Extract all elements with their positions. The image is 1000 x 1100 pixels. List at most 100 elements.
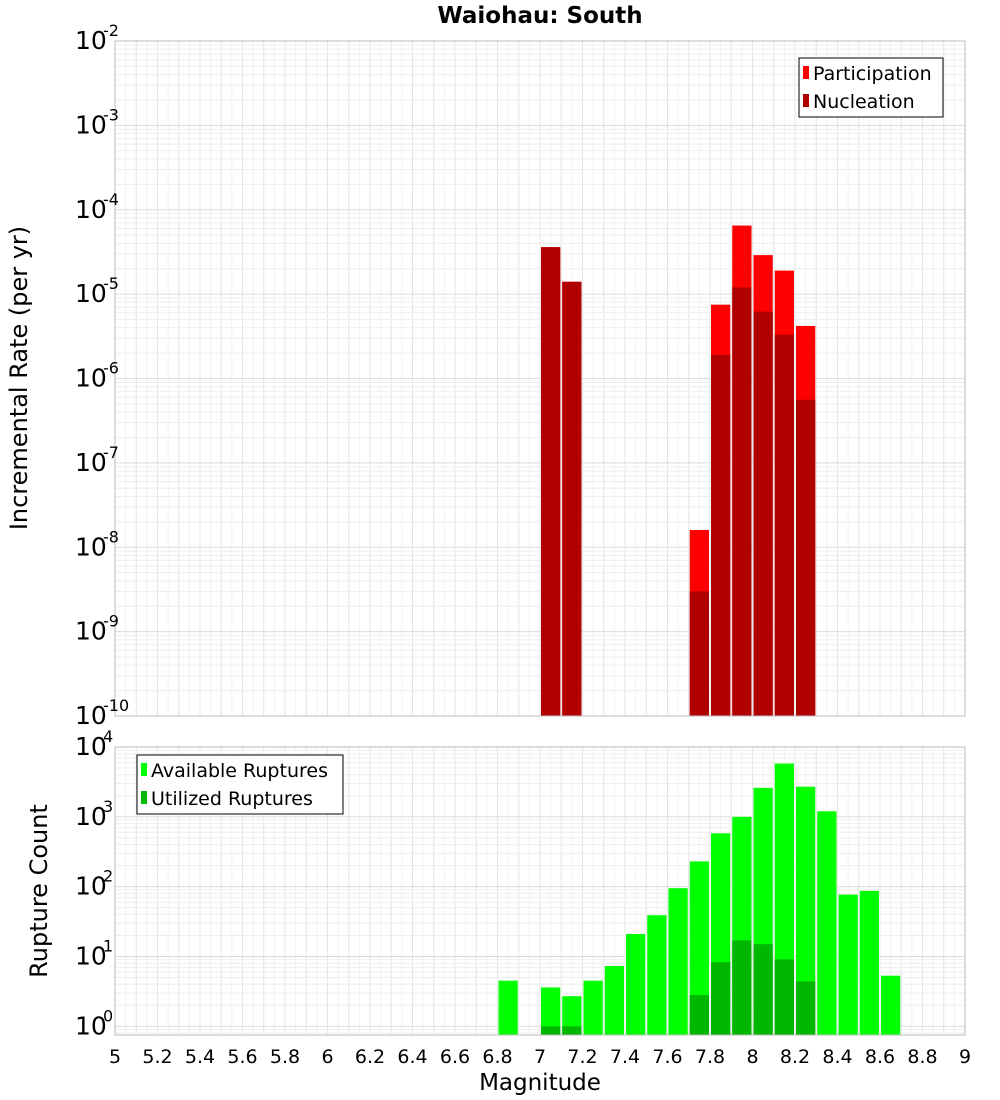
rate-y-tick-label: 10: [75, 195, 107, 224]
rate-grid: [114, 40, 966, 717]
count-bar-utilized-ruptures: [732, 940, 752, 1035]
x-tick-label: 5.8: [270, 1046, 300, 1068]
count-bar-available-ruptures: [668, 888, 688, 1035]
count-bar-available-ruptures: [562, 996, 582, 1035]
count-bar-utilized-ruptures: [774, 959, 794, 1035]
x-axis-label: Magnitude: [479, 1070, 601, 1096]
x-tick-label: 9: [959, 1046, 971, 1068]
rate-y-tick-exponent: -8: [103, 527, 119, 546]
rate-legend: Participation Nucleation: [798, 57, 944, 118]
x-tick-label: 6.8: [482, 1046, 512, 1068]
nucleation-legend-swatch: [803, 94, 809, 107]
count-bar-utilized-ruptures: [562, 1026, 582, 1035]
x-tick-label: 8: [746, 1046, 758, 1068]
count-bar-available-ruptures: [881, 975, 901, 1035]
rate-y-tick-exponent: -6: [103, 359, 119, 378]
rate-y-tick-exponent: -5: [103, 274, 119, 293]
count-y-tick-label: 10: [75, 941, 107, 970]
rate-y-tick-exponent: -3: [103, 105, 119, 124]
rate-y-tick-label: 10: [75, 364, 107, 393]
count-y-tick-exponent: 3: [103, 797, 113, 816]
rate-bar-nucleation: [796, 399, 816, 716]
count-y-tick-label: 10: [75, 872, 107, 901]
x-tick-label: 7: [534, 1046, 546, 1068]
x-tick-label: 7.2: [567, 1046, 597, 1068]
count-legend-box: [136, 754, 344, 815]
count-bar-available-ruptures: [541, 987, 561, 1035]
count-y-axis-label: Rupture Count: [25, 804, 53, 978]
rate-y-tick-exponent: -2: [103, 21, 119, 40]
count-bar-available-ruptures: [498, 980, 518, 1035]
count-bar-utilized-ruptures: [689, 995, 709, 1035]
rate-y-tick-exponent: -4: [103, 190, 119, 209]
count-bar-available-ruptures: [838, 894, 858, 1035]
count-y-tick-exponent: 0: [103, 1006, 113, 1025]
x-tick-label: 8.4: [822, 1046, 852, 1068]
available-legend-label: Available Ruptures: [151, 760, 328, 782]
rate-y-tick-exponent: -7: [103, 443, 119, 462]
count-bar-available-ruptures: [583, 980, 603, 1035]
count-bar-available-ruptures: [796, 786, 816, 1035]
x-tick-label: 5: [109, 1046, 121, 1068]
count-bar-available-ruptures: [689, 861, 709, 1035]
rate-y-tick-exponent: -10: [103, 696, 129, 715]
rate-bar-nucleation: [732, 287, 752, 716]
x-tick-label: 6.2: [355, 1046, 385, 1068]
x-tick-label: 8.6: [865, 1046, 895, 1068]
rate-y-tick-label: 10: [75, 448, 107, 477]
chart-title: Waiohau: South: [437, 3, 642, 29]
count-y-tick-label: 10: [75, 1011, 107, 1040]
x-tick-labels: 5 5.2 5.4 5.6 5.8 6 6.2 6.4 6.6 6.8 7 7.2 7.4 7.6 7.8 8…: [109, 1046, 971, 1068]
count-bar-available-ruptures: [626, 933, 646, 1035]
count-y-tick-exponent: 2: [103, 867, 113, 886]
rate-y-axis-label: Incremental Rate (per yr): [5, 226, 33, 530]
count-bars: [498, 763, 901, 1035]
rate-y-tick-label: 10: [75, 26, 107, 55]
x-tick-label: 6.6: [440, 1046, 470, 1068]
x-tick-label: 7.6: [652, 1046, 682, 1068]
count-bar-utilized-ruptures: [541, 1026, 561, 1035]
rate-y-tick-label: 10: [75, 279, 107, 308]
x-tick-label: 6: [321, 1046, 333, 1068]
count-y-tick-exponent: 1: [103, 936, 113, 955]
available-legend-swatch: [141, 763, 147, 776]
count-legend: Available Ruptures Utilized Ruptures: [136, 754, 344, 815]
count-bar-available-ruptures: [817, 811, 837, 1035]
count-bar-utilized-ruptures: [753, 944, 773, 1035]
rate-y-tick-label: 10: [75, 532, 107, 561]
x-tick-label: 5.4: [185, 1046, 215, 1068]
rate-bars: [541, 225, 816, 716]
rate-bar-nucleation: [711, 354, 731, 716]
rate-legend-box: [798, 57, 944, 118]
nucleation-legend-label: Nucleation: [813, 91, 915, 113]
x-tick-label: 5.2: [142, 1046, 172, 1068]
rate-bar-nucleation: [562, 281, 582, 716]
rate-plot-border: [114, 40, 966, 717]
count-plot-border: [114, 746, 966, 1036]
x-tick-label: 7.8: [695, 1046, 725, 1068]
participation-legend-label: Participation: [813, 63, 932, 85]
rate-bar-nucleation: [689, 591, 709, 716]
count-y-tick-exponent: 4: [103, 727, 113, 746]
count-bar-available-ruptures: [647, 915, 667, 1035]
utilized-legend-swatch: [141, 791, 147, 804]
count-y-tick-label: 10: [75, 802, 107, 831]
x-tick-label: 5.6: [227, 1046, 257, 1068]
rate-y-tick-label: 10: [75, 617, 107, 646]
rate-bar-nucleation: [541, 247, 561, 716]
rate-y-tick-label: 10: [75, 701, 107, 730]
count-bar-utilized-ruptures: [711, 962, 731, 1035]
count-bar-available-ruptures: [604, 966, 624, 1035]
rate-y-tick-label: 10: [75, 110, 107, 139]
x-tick-label: 8.8: [907, 1046, 937, 1068]
rate-bar-nucleation: [753, 311, 773, 716]
x-tick-label: 8.2: [780, 1046, 810, 1068]
rate-bar-nucleation: [774, 334, 794, 716]
participation-legend-swatch: [803, 66, 809, 79]
x-tick-label: 6.4: [397, 1046, 427, 1068]
